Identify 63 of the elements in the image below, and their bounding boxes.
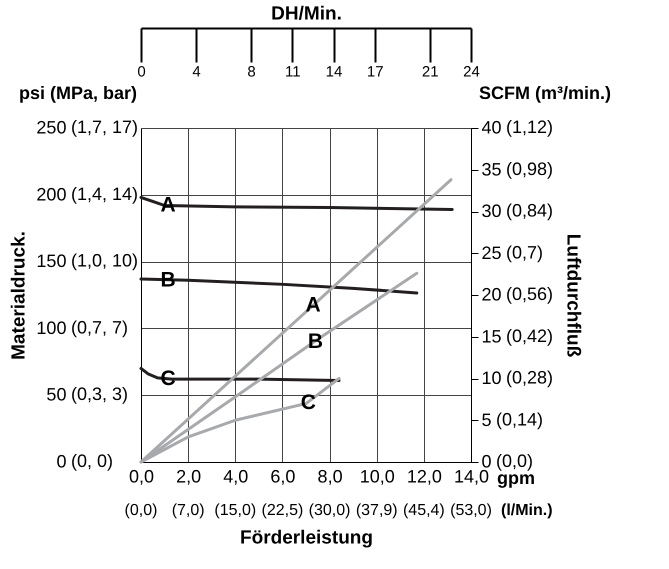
x2-tick-label: 21 <box>422 64 439 80</box>
text: psi (MPa, bar) <box>18 83 137 103</box>
x-tick-label: 6,0 <box>270 466 296 486</box>
y2-tick-label: 5 <box>482 410 492 430</box>
x-tick-label: 14,0 <box>454 466 490 486</box>
x2-tick-label: 8 <box>247 64 256 80</box>
y-axis-title: Materialdruck. <box>8 231 30 360</box>
text: (0,42) <box>506 326 554 346</box>
text: (0,56) <box>506 284 554 304</box>
text: (30,0) <box>308 502 350 519</box>
x-tick-label: 2,0 <box>176 466 202 486</box>
x-tick-label: 12,0 <box>406 466 442 486</box>
x2-tick-label: 4 <box>192 64 201 80</box>
x2-tick-label: 14 <box>326 64 342 80</box>
y2-tick-label: 25 <box>482 242 502 263</box>
x2-tick-label: 17 <box>366 64 384 80</box>
text: (0,28) <box>506 368 554 388</box>
y-tick-label: 50 <box>46 384 66 405</box>
x-axis-title: Förderleistung <box>240 528 374 548</box>
y-tick-label: 250 <box>36 118 66 138</box>
y-tick-label: 150 <box>36 251 66 272</box>
text: (53,0) <box>450 502 492 519</box>
x-tick-label: 4,0 <box>223 466 248 486</box>
text: (0,7, 7) <box>70 317 128 338</box>
annotation: B <box>308 330 324 353</box>
text: (1,4, 14) <box>70 184 138 204</box>
text: SCFM (m³/min.) <box>479 83 611 103</box>
text: (1,0, 10) <box>70 250 138 271</box>
x-tick-label: 0,0 <box>128 466 154 486</box>
y-tick-label: 200 <box>36 184 66 204</box>
y2-tick-label: 15 <box>482 326 502 346</box>
text: (1,7, 17) <box>70 117 138 137</box>
text: (1,12) <box>506 117 554 137</box>
x2-tick-label: 11 <box>284 64 301 80</box>
text: (15,0) <box>214 502 256 519</box>
x2-axis-title: DH/Min. <box>271 4 342 24</box>
text: (0,14) <box>496 409 544 430</box>
y-tick-label: 100 <box>36 318 66 338</box>
text: (0, 0) <box>70 451 113 471</box>
text: (7,0) <box>172 502 205 519</box>
text: (0,0) <box>124 502 158 519</box>
y2-tick-label: 35 <box>482 159 502 180</box>
text: (0,3, 3) <box>70 384 128 404</box>
text: (37,9) <box>356 502 398 519</box>
y-tick-label: 0 <box>56 452 66 472</box>
text: (0,7) <box>506 242 544 262</box>
x2-tick-label: 24 <box>463 64 480 80</box>
y2-tick-label: 20 <box>482 284 502 304</box>
text: (0,84) <box>506 200 554 220</box>
y2-tick-label: 10 <box>482 368 502 388</box>
text: (0,0) <box>496 451 534 471</box>
y2-axis-title: Luftdurchfluß <box>562 234 584 358</box>
text: (0,98) <box>506 158 554 179</box>
text: (22,5) <box>262 502 304 519</box>
annotation: C <box>300 391 316 414</box>
x2-tick-label: 0 <box>137 64 146 80</box>
text: (45,4) <box>402 502 445 519</box>
text: (l/Min.) <box>501 502 553 519</box>
annotation: A <box>305 294 321 317</box>
x-tick-label: 8,0 <box>318 466 343 486</box>
x-tick-label: 10,0 <box>360 466 395 486</box>
y2-tick-label: 30 <box>482 201 502 221</box>
y2-tick-label: 40 <box>482 118 502 138</box>
